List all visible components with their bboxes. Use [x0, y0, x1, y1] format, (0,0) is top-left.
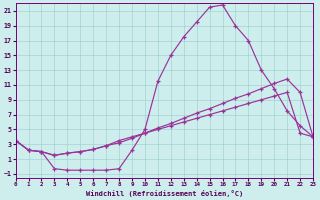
- X-axis label: Windchill (Refroidissement éolien,°C): Windchill (Refroidissement éolien,°C): [86, 190, 243, 197]
